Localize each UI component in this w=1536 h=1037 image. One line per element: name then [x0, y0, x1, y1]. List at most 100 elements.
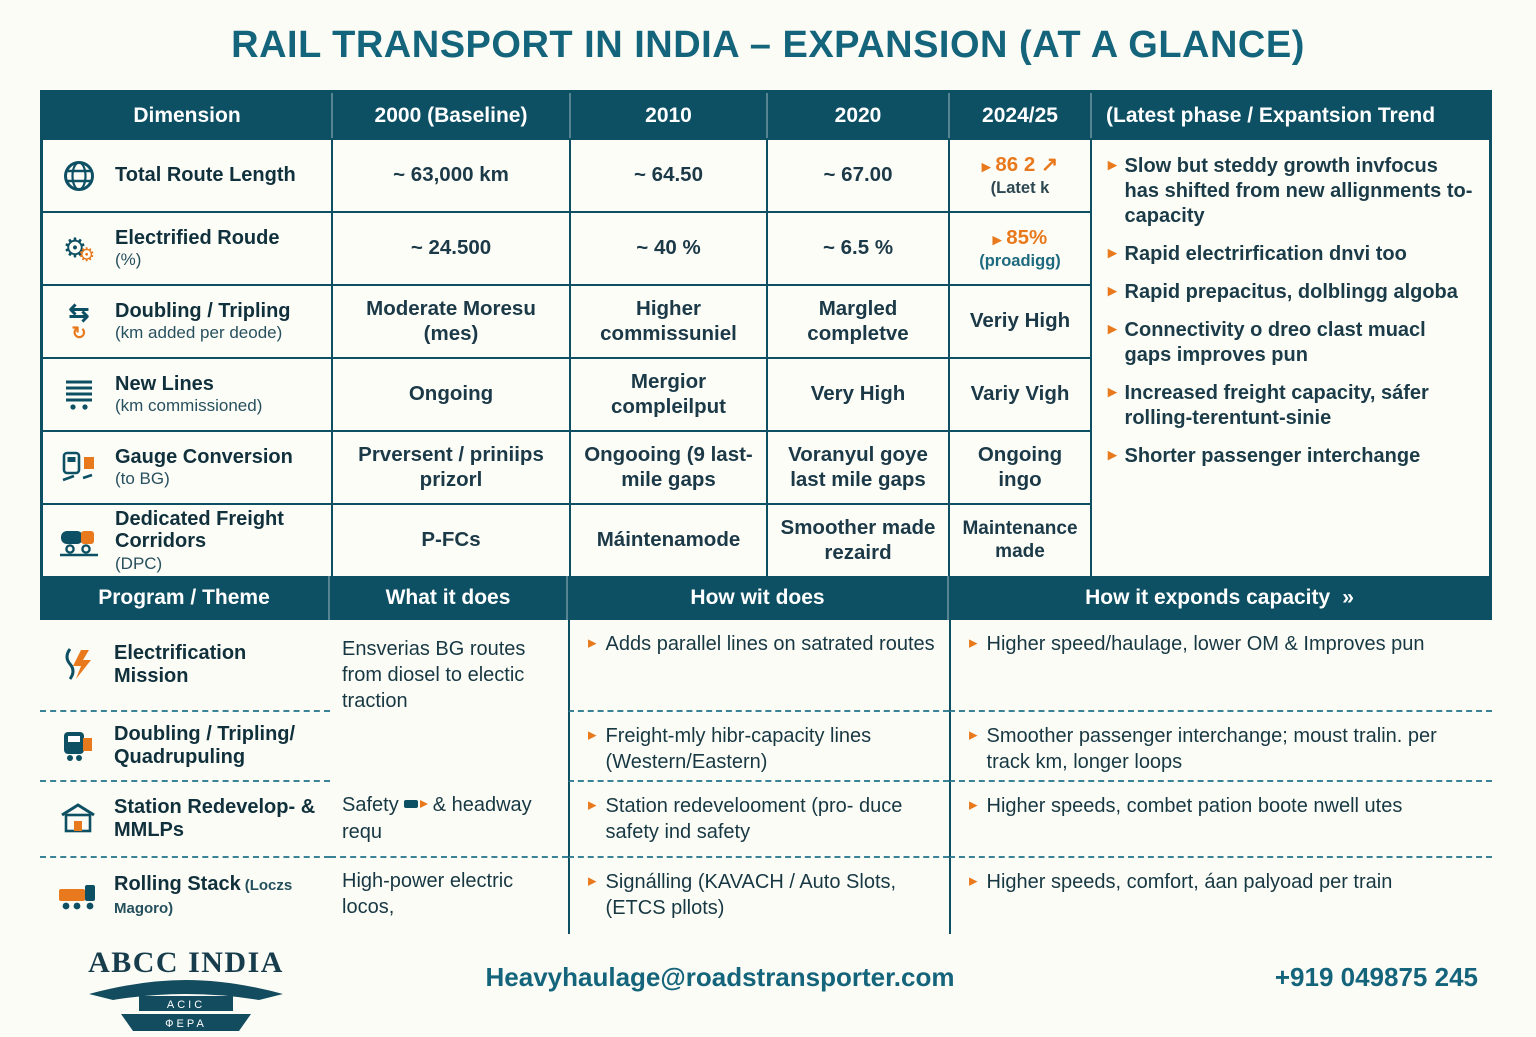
col-header-2024: 2024/25 — [950, 93, 1092, 138]
bullet-arrow-icon: ▸ — [1108, 281, 1117, 300]
bullet-arrow-icon: ▸ — [1108, 243, 1117, 262]
row-doubling-tripling: ⇆ ↻ Doubling / Tripling (km added per deod… — [43, 284, 333, 357]
col-header-trend: (Latest phase / Expantsion Trend — [1092, 93, 1489, 138]
bullet-arrow-icon: ▸ — [969, 633, 978, 652]
emblem-text-2: ФЕРА — [165, 1018, 207, 1030]
cell-2020-electrified: ~ 6.5 % — [768, 211, 950, 284]
program-doubling: Doubling / Tripling/ Quadrupuling — [40, 712, 330, 782]
row-gauge-conversion: Gauge Conversion (to BG) — [43, 430, 333, 503]
trend-bullet: ▸ Shorter passenger interchange — [1108, 445, 1421, 467]
row-label: Total Route Length — [115, 163, 296, 186]
cell-2020-doubling: Margled completve — [768, 284, 950, 357]
cell-2020-gauge: Voranyul goye last mile gaps — [768, 430, 950, 503]
bullet-arrow-icon: ▸ — [588, 725, 597, 744]
how-doubling: ▸ Freight-mly hibr-capacity lines (Wester… — [568, 712, 949, 782]
bullet-arrow-icon: ▸ — [1108, 319, 1117, 338]
cell-2010-gauge: Ongooing (9 last-mile gaps — [571, 430, 768, 503]
row-electrified-route: ⚙ ⚙ Electrified Roude (%) — [43, 211, 333, 284]
program-station: Station Redevelop- & MMLPs — [40, 782, 330, 858]
how-electrification: ▸ Adds parallel lines on satrated routes — [568, 620, 949, 712]
cell-2000-electrified: ~ 24.500 — [333, 211, 571, 284]
bullet-arrow-icon: ▸ — [969, 871, 978, 890]
col-header-capacity: How it exponds capacity» — [949, 576, 1492, 620]
program-table: Program / Theme What it does How wit doe… — [40, 576, 1492, 934]
how-station: ▸ Station redevelooment (pro- duce safety… — [568, 782, 949, 858]
bullet-arrow-icon: ▸ — [969, 795, 978, 814]
col-header-2020: 2020 — [768, 93, 950, 138]
trend-bullet: ▸ Rapid electrirfication dnvi too — [1108, 243, 1407, 265]
globe-rail-icon — [53, 157, 105, 195]
cell-2024-gauge: Ongoing ingo — [950, 430, 1092, 503]
col-header-dimension: Dimension — [43, 93, 333, 138]
new-lines-icon — [53, 378, 105, 412]
col-header-program: Program / Theme — [40, 576, 330, 620]
double-chevron-icon: » — [1342, 586, 1356, 609]
cell-2020-dfc: Smoother made rezaird — [768, 503, 950, 576]
logistics-icon — [403, 793, 429, 819]
cell-2000-dfc: P-FCs — [333, 503, 571, 576]
value-note: (proadigg) — [979, 252, 1061, 271]
col-header-how: How wit does — [568, 576, 949, 620]
cell-2000-route: ~ 63,000 km — [333, 138, 571, 211]
bullet-arrow-icon: ▸ — [981, 156, 991, 176]
bullet-arrow-icon: ▸ — [1108, 445, 1117, 464]
abcc-emblem-graphic: ACIC ФЕРА — [89, 980, 283, 1031]
bullet-arrow-icon: ▸ — [1108, 382, 1117, 401]
station-icon — [52, 801, 104, 837]
capacity-station: ▸ Higher speeds, combet pation boote nwel… — [949, 782, 1492, 858]
doubling-arrows-icon: ⇆ ↻ — [68, 299, 90, 343]
bullet-arrow-icon: ▸ — [588, 795, 597, 814]
cell-2000-gauge: Prversent / priniips prizorl — [333, 430, 571, 503]
bullet-arrow-icon: ▸ — [588, 633, 597, 652]
bullet-arrow-icon: ▸ — [588, 871, 597, 890]
program-rolling-stock: Rolling Stack (Loczs Magoro) — [40, 858, 330, 934]
gears-icon: ⚙ ⚙ — [62, 233, 96, 266]
electrification-icon — [52, 645, 104, 685]
rolling-stock-icon — [52, 879, 104, 913]
multi-track-icon — [52, 728, 104, 764]
program-electrification: Electrification Mission — [40, 620, 330, 712]
capacity-electrification: ▸ Higher speed/haulage, lower OM & Improv… — [949, 620, 1492, 712]
row-total-route-length: Total Route Length — [43, 138, 333, 211]
row-freight-corridors: Dedicated Freight Corridors (DPC) — [43, 503, 333, 576]
how-rolling-stock: ▸ Signálling (KAVACH / Auto Slots, (ETCS … — [568, 858, 949, 934]
bullet-arrow-icon: ▸ — [969, 725, 978, 744]
what-station: Safety & headway requ — [330, 782, 568, 858]
col-header-what: What it does — [330, 576, 568, 620]
page-title: RAIL TRANSPORT IN INDIA – EXPANSION (AT … — [231, 24, 1305, 66]
freight-corridor-icon — [53, 524, 105, 558]
col-header-2010: 2010 — [571, 93, 768, 138]
trend-bullet: ▸ Connectivity o dreo clast muacl gaps im… — [1108, 319, 1426, 366]
capacity-rolling-stock: ▸ Higher speeds, comfort, áan palyoad per… — [949, 858, 1492, 934]
what-rolling-stock: High-power electric locos, — [342, 870, 514, 918]
cell-2000-doubling: Moderate Moresu (mes) — [333, 284, 571, 357]
cell-2000-newlines: Ongoing — [333, 357, 571, 430]
cell-2024-electrified: ▸ 85% (proadigg) — [950, 211, 1092, 284]
cell-2010-newlines: Mergior compleilput — [571, 357, 768, 430]
cell-2020-newlines: Very High — [768, 357, 950, 430]
value-note: (Latet k — [990, 179, 1050, 198]
cell-2024-dfc: Maintenance made — [950, 503, 1092, 576]
dimension-table: Dimension 2000 (Baseline) 2010 2020 2024… — [40, 90, 1492, 579]
brand-name: ABCC INDIA — [88, 946, 284, 979]
trend-panel: ▸ Slow but steddy growth invfocus has shi… — [1092, 138, 1489, 576]
trend-bullet: ▸ Rapid prepacitus, dolblingg algoba — [1108, 281, 1458, 303]
contact-phone: +919 049875 245 — [1274, 962, 1478, 992]
gauge-conversion-icon — [53, 449, 105, 487]
cell-2010-electrified: ~ 40 % — [571, 211, 768, 284]
col-header-2000: 2000 (Baseline) — [333, 93, 571, 138]
bullet-arrow-icon: ▸ — [1108, 155, 1117, 174]
contact-email: Heavyhaulage@roadstransporter.com — [485, 962, 955, 992]
label-note: (Loczs Magoro) — [114, 877, 293, 917]
abcc-logo: ABCC INDIA ACIC ФЕРА — [66, 946, 306, 1037]
trend-bullet: ▸ Increased freight capacity, sáfer rolli… — [1108, 382, 1429, 429]
cell-2024-doubling: Veriy High — [950, 284, 1092, 357]
cell-2010-route: ~ 64.50 — [571, 138, 768, 211]
cell-2024-route: ▸ 86 2 ↗ (Latet k — [950, 138, 1092, 211]
trend-bullet: ▸ Slow but steddy growth invfocus has shi… — [1108, 155, 1473, 227]
cell-2020-route: ~ 67.00 — [768, 138, 950, 211]
emblem-text-1: ACIC — [167, 999, 205, 1011]
cell-2024-newlines: Variy Vigh — [950, 357, 1092, 430]
capacity-doubling: ▸ Smoother passenger interchange; moust t… — [949, 712, 1492, 782]
cell-2010-doubling: Higher commissuniel — [571, 284, 768, 357]
